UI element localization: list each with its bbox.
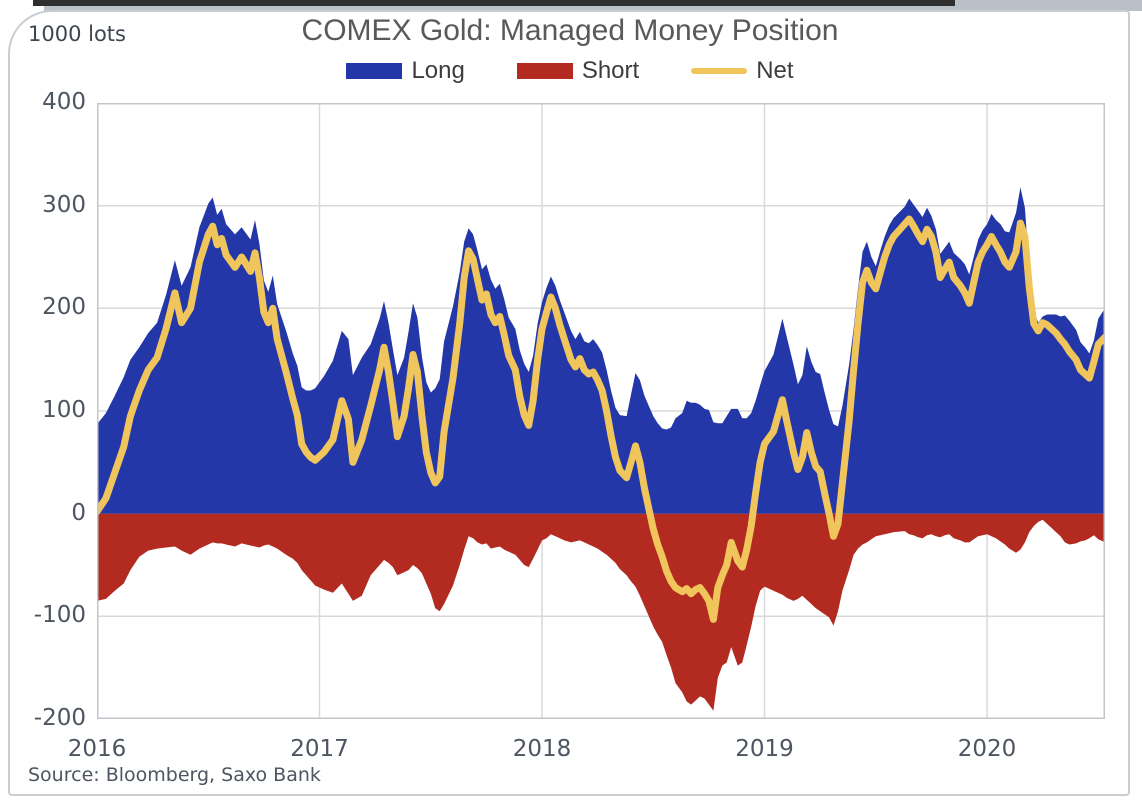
plot-border (97, 103, 1105, 719)
chart-plot-area (97, 103, 1105, 719)
y-tick-label: 400 (42, 89, 86, 115)
legend-item-net: Net (691, 57, 794, 85)
series-area-long (97, 187, 1105, 514)
legend-label: Net (756, 57, 794, 84)
legend-label: Long (411, 57, 465, 84)
x-tick-label: 2020 (957, 736, 1017, 762)
source-attribution: Source: Bloomberg, Saxo Bank (28, 764, 321, 786)
y-tick-label: 200 (42, 294, 86, 321)
y-tick-label: 300 (42, 191, 86, 218)
y-axis-units-label: 1000 lots (28, 22, 126, 46)
y-tick-label: -200 (33, 705, 86, 731)
y-tick-label: 0 (71, 499, 86, 526)
series-area-short (97, 513, 1105, 711)
window-top-bar-dark-segment (33, 0, 955, 6)
x-tick-label: 2016 (67, 736, 127, 762)
legend-swatch-short (516, 63, 573, 79)
chart-title: COMEX Gold: Managed Money Position (301, 14, 839, 47)
y-tick-label: -100 (33, 602, 86, 629)
legend-swatch-long (346, 63, 403, 79)
chart-legend: Long Short Net (160, 57, 980, 85)
legend-label: Short (581, 57, 640, 84)
series-line-net (97, 215, 1105, 623)
x-tick-label: 2018 (512, 736, 572, 762)
legend-item-long: Long (346, 57, 465, 85)
legend-swatch-net (691, 68, 748, 74)
legend-item-short: Short (516, 57, 640, 85)
y-tick-label: 100 (42, 397, 86, 423)
x-tick-label: 2017 (290, 736, 349, 762)
x-tick-label: 2019 (735, 736, 794, 762)
